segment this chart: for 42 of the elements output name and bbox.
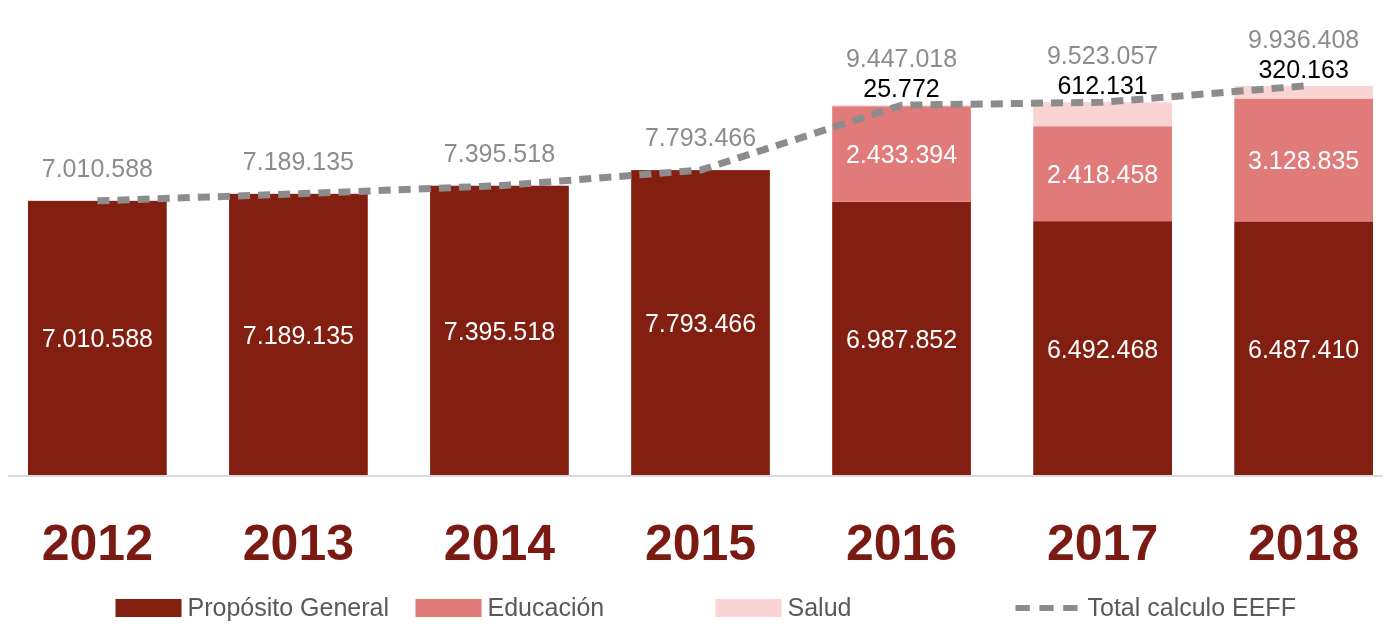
bar — [1234, 221, 1373, 476]
x-tick-label: 2014 — [443, 515, 556, 571]
bar — [28, 200, 167, 476]
data-label: 2.418.458 — [1046, 159, 1159, 188]
data-label: 2.433.394 — [845, 139, 958, 168]
data-label: 7.395.518 — [443, 316, 556, 345]
legend-label: Propósito General — [187, 593, 390, 621]
data-label: 320.163 — [1258, 55, 1349, 83]
data-label: 25.772 — [863, 74, 940, 103]
data-label: 9.936.408 — [1248, 25, 1360, 53]
legend-label: Salud — [787, 593, 852, 621]
bar — [229, 193, 368, 476]
x-tick-label: 2016 — [845, 515, 958, 571]
x-tick-label: 2015 — [644, 515, 757, 571]
data-label: 7.793.466 — [644, 123, 757, 152]
legend-label: Educación — [487, 593, 605, 621]
data-label: 3.128.835 — [1248, 145, 1360, 174]
data-label: 7.010.588 — [41, 153, 153, 182]
bar — [1033, 126, 1172, 222]
x-tick-label: 2012 — [41, 515, 153, 571]
data-label: 6.487.410 — [1248, 334, 1360, 363]
data-label: 7.395.518 — [443, 138, 556, 167]
bar — [1033, 102, 1172, 127]
data-label: 7.010.588 — [41, 324, 153, 353]
bar — [1033, 221, 1172, 476]
data-label: 7.793.466 — [644, 309, 757, 338]
data-label: 9.523.057 — [1046, 41, 1159, 70]
bar — [631, 170, 770, 476]
data-label: 9.447.018 — [845, 44, 958, 73]
bar — [832, 201, 971, 476]
bar — [430, 185, 569, 476]
data-label: 7.189.135 — [242, 146, 355, 175]
data-label: 7.189.135 — [242, 320, 355, 349]
bar — [1234, 98, 1373, 222]
data-label: 6.987.852 — [845, 324, 958, 353]
x-tick-label: 2017 — [1046, 515, 1159, 571]
x-tick-label: 2018 — [1248, 515, 1360, 571]
data-label: 6.492.468 — [1046, 334, 1159, 363]
legend-label: Total calculo EEFF — [1087, 593, 1296, 621]
x-tick-label: 2013 — [242, 515, 355, 571]
data-label: 612.131 — [1057, 71, 1148, 100]
bar — [832, 106, 971, 202]
